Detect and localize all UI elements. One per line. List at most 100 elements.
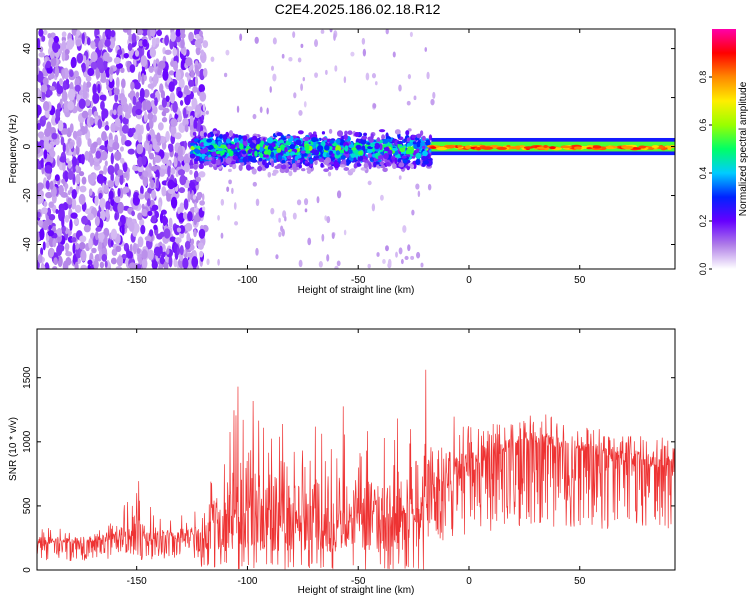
- spectrogram-cell: [117, 201, 124, 214]
- spectrogram-cell: [407, 244, 411, 252]
- spectrogram-cell: [405, 130, 410, 136]
- spectrogram-cell: [140, 185, 144, 196]
- spectrogram-cell: [197, 242, 204, 250]
- spectrogram-cell: [135, 29, 144, 36]
- spectrogram-cell: [110, 171, 114, 184]
- spectrogram-cell: [117, 104, 123, 116]
- spectrogram-cell: [342, 158, 347, 166]
- spectrogram-cell: [119, 157, 125, 164]
- spectrogram-cell: [98, 192, 103, 200]
- spectrogram-cell: [137, 212, 143, 221]
- spectrogram-cell: [256, 144, 260, 150]
- spectrogram-cell: [158, 263, 163, 269]
- spectrogram-cell: [104, 39, 111, 47]
- spectrogram-cell: [99, 197, 106, 209]
- spectrogram-cell: [270, 207, 275, 215]
- spectrogram-cell: [74, 261, 79, 269]
- spectrogram-cell: [176, 246, 181, 255]
- spectrogram-cell: [141, 72, 145, 85]
- spectrogram-cell: [40, 157, 44, 169]
- x-tick-label: -100: [237, 576, 257, 587]
- spectrogram-x-label: Height of straight line (km): [298, 285, 415, 296]
- spectrogram-cell: [104, 124, 110, 131]
- spectrogram-cell: [108, 38, 116, 49]
- spectrogram-cell: [120, 96, 128, 106]
- y-tick-label: 500: [22, 497, 33, 514]
- spectrogram-cell: [110, 122, 117, 133]
- spectrogram-cell: [326, 215, 331, 224]
- spectrogram-frame: [36, 28, 676, 270]
- spectrogram-cell: [71, 156, 77, 167]
- spectrogram-cell: [153, 224, 158, 231]
- spectrogram-cell: [234, 221, 239, 226]
- spectrogram-cell: [223, 72, 228, 78]
- spectrogram-cell: [110, 257, 117, 265]
- spectrogram-cell: [172, 47, 178, 57]
- spectrogram-cell: [133, 81, 141, 90]
- spectrogram-cell: [350, 51, 355, 57]
- spectrogram-cell: [86, 37, 91, 46]
- spectrogram-cell: [110, 152, 114, 165]
- spectrogram-cell: [62, 260, 69, 269]
- spectrogram-cell: [370, 133, 374, 140]
- spectrogram-cell: [68, 141, 74, 149]
- spectrogram-cell: [315, 155, 320, 159]
- colorbar: 0.0 0.2 0.4 0.6 0.8 Normalized spectral ampl…: [698, 29, 749, 275]
- spectrogram-cell: [236, 105, 240, 113]
- spectrogram-cell: [225, 138, 231, 144]
- spectrogram-cell: [198, 163, 204, 169]
- spectrogram-cell: [61, 31, 67, 38]
- spectrogram-cell: [356, 162, 361, 167]
- spectrogram-cell: [282, 210, 287, 219]
- spectrogram-cell: [101, 130, 107, 141]
- spectrogram-cell: [37, 70, 44, 83]
- spectrogram-cell: [246, 164, 252, 171]
- spectrogram-cell: [102, 31, 106, 44]
- spectrogram-cell: [298, 259, 303, 268]
- spectrogram-cell: [358, 156, 364, 161]
- spectrogram-cell: [82, 81, 87, 93]
- spectrogram-cell: [124, 113, 132, 119]
- spectrogram-cell: [228, 179, 232, 185]
- spectrogram-cell: [96, 173, 105, 184]
- spectrogram-cell: [225, 157, 232, 165]
- spectrogram-cell: [47, 229, 55, 237]
- spectrogram-cell: [385, 161, 390, 167]
- spectrogram-cell: [312, 157, 317, 161]
- spectrogram-cell: [367, 152, 372, 159]
- spectrogram-cell: [167, 179, 175, 190]
- spectrogram-cell: [382, 139, 389, 144]
- spectrogram-cell: [202, 103, 206, 112]
- spectrogram-cell: [387, 258, 392, 267]
- spectrogram-cell: [170, 31, 177, 42]
- spectrogram-cell: [113, 109, 117, 116]
- spectrogram-cell: [52, 225, 56, 233]
- spectrogram-cell: [188, 181, 196, 189]
- spectrogram-cell: [53, 35, 60, 43]
- spectrogram-cell: [255, 198, 260, 207]
- spectrogram-cell: [329, 29, 333, 33]
- spectrogram-cell: [300, 43, 304, 48]
- spectrogram-cell: [61, 69, 66, 80]
- spectrogram-cell: [337, 157, 341, 162]
- spectrogram-cell: [651, 145, 659, 148]
- spectrogram-cell: [145, 100, 152, 111]
- spectrogram-cell: [373, 161, 377, 168]
- spectrogram-cell: [187, 190, 191, 203]
- spectrogram-cell: [398, 175, 402, 180]
- spectrogram-cell: [272, 73, 277, 82]
- spectrogram-cell: [401, 155, 407, 159]
- spectrogram-cell: [174, 132, 182, 140]
- spectrogram-cell: [392, 51, 396, 58]
- spectrogram-cell: [233, 202, 237, 210]
- spectrogram-cell: [272, 37, 277, 45]
- spectrogram-cell: [133, 223, 140, 234]
- spectrogram-cell: [136, 247, 141, 255]
- spectrogram-cell: [300, 83, 304, 91]
- spectrogram-cell: [336, 130, 344, 137]
- spectrogram-cell: [183, 198, 189, 210]
- spectrogram-cell: [411, 209, 415, 216]
- spectrogram-cell: [123, 52, 129, 59]
- spectrogram-cell: [56, 85, 64, 95]
- spectrogram-cell: [277, 154, 283, 162]
